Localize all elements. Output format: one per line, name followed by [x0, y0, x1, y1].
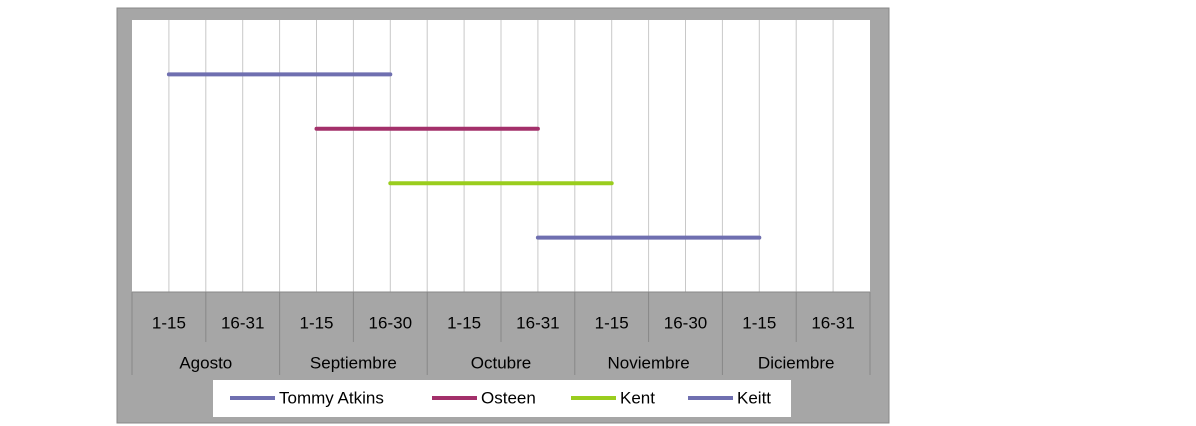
x-tick-label: 16-30: [664, 313, 707, 332]
x-tick-label: 1-15: [447, 313, 481, 332]
x-tick-label: 1-15: [595, 313, 629, 332]
x-group-label: Noviembre: [607, 353, 689, 372]
x-group-label: Octubre: [471, 353, 531, 372]
x-tick-label: 1-15: [152, 313, 186, 332]
legend-label: Osteen: [481, 388, 536, 407]
x-tick-label: 16-31: [221, 313, 264, 332]
x-tick-label: 1-15: [299, 313, 333, 332]
legend-label: Keitt: [737, 388, 771, 407]
legend-label: Tommy Atkins: [279, 388, 384, 407]
legend-label: Kent: [620, 388, 655, 407]
x-group-label: Septiembre: [310, 353, 397, 372]
x-group-label: Agosto: [179, 353, 232, 372]
x-group-label: Diciembre: [758, 353, 835, 372]
x-tick-label: 1-15: [742, 313, 776, 332]
x-tick-label: 16-31: [811, 313, 854, 332]
x-tick-label: 16-31: [516, 313, 559, 332]
x-tick-label: 16-30: [369, 313, 412, 332]
